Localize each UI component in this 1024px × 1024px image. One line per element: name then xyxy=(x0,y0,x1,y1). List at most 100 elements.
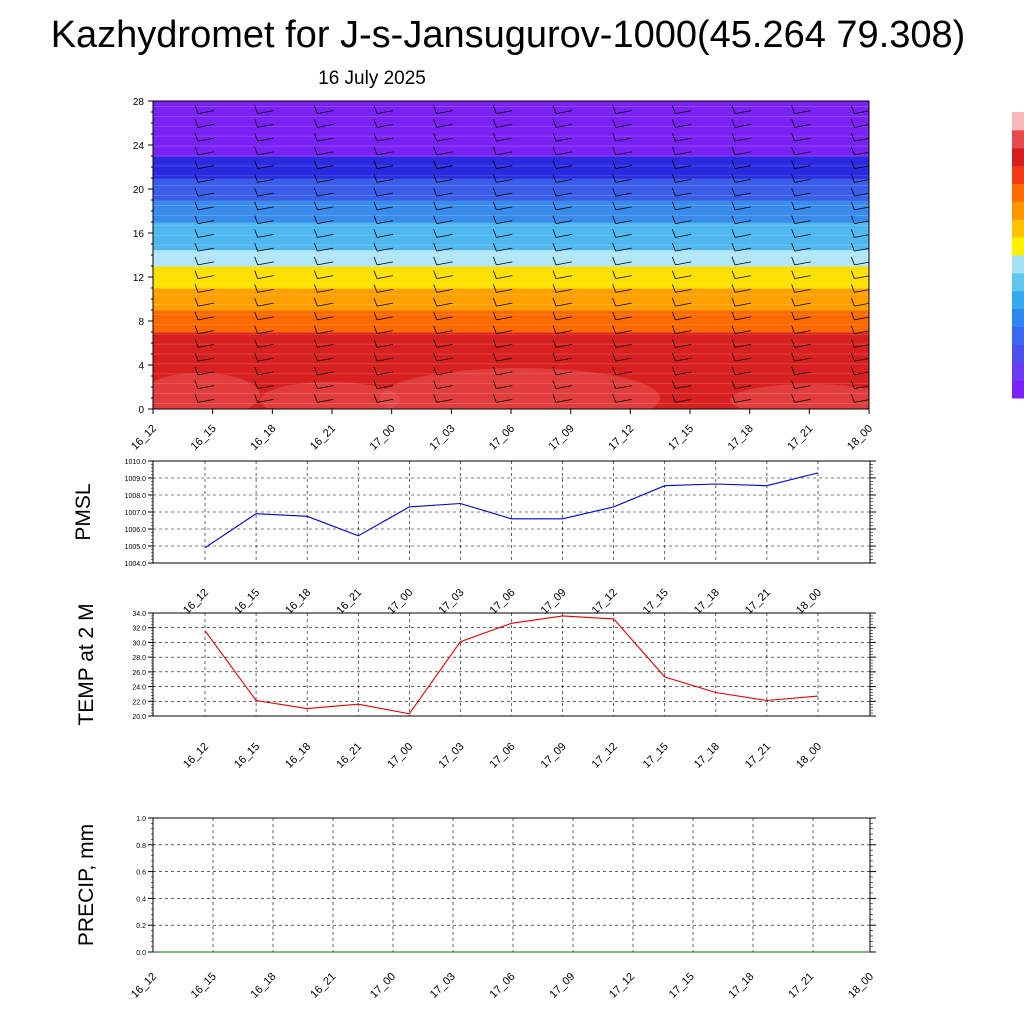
wind-barb xyxy=(376,357,394,362)
wind-barb xyxy=(555,124,573,128)
colorbar-swatch xyxy=(1012,272,1024,292)
wind-barb xyxy=(914,166,930,169)
wind-barb xyxy=(197,357,215,362)
wind-barb xyxy=(854,302,869,307)
wind-barb xyxy=(794,110,811,115)
x-tick-label: 17_18 xyxy=(726,423,756,453)
wind-barb-flag xyxy=(313,366,318,376)
wind-barb-flag xyxy=(194,380,199,389)
wind-barb-flag xyxy=(911,161,914,169)
wind-barb-flag xyxy=(433,215,438,224)
wind-barb xyxy=(854,220,869,225)
wind-barb xyxy=(854,371,869,376)
wind-barb xyxy=(675,357,692,362)
wind-barb-flag xyxy=(850,160,855,169)
x-tick-label: 17_06 xyxy=(487,423,517,453)
wind-barb-flag xyxy=(671,270,676,279)
x-tick-label: 16_18 xyxy=(248,423,278,453)
wind-barb xyxy=(197,206,215,211)
wind-barb xyxy=(675,206,692,211)
colorbar-swatch xyxy=(1012,380,1024,399)
wind-barb xyxy=(794,357,811,362)
wind-barb xyxy=(257,137,274,142)
x-tick-label: 17_12 xyxy=(590,741,620,771)
wind-barb-flag xyxy=(373,188,378,197)
wind-barb xyxy=(794,316,811,321)
wind-barb-flag xyxy=(731,160,736,169)
wind-barb xyxy=(615,330,632,335)
wind-barb-flag xyxy=(671,298,676,307)
wind-barb-flag xyxy=(791,146,796,156)
wind-barb-flag xyxy=(194,119,199,128)
wind-barb xyxy=(317,357,334,362)
wind-barb xyxy=(376,220,394,225)
heatmap-band xyxy=(153,222,869,251)
wind-barb xyxy=(675,261,692,266)
wind-barb xyxy=(197,220,215,225)
wind-barb-flag xyxy=(671,353,676,362)
wind-barb-flag xyxy=(373,339,378,348)
wind-barb xyxy=(317,275,334,280)
wind-barb xyxy=(197,289,215,293)
y-tick-label: 0.2 xyxy=(136,923,146,930)
wind-barb xyxy=(794,289,811,293)
wind-barb-flag xyxy=(911,202,914,210)
wind-barb xyxy=(257,385,274,390)
wind-barb-flag xyxy=(552,243,557,252)
wind-barb xyxy=(555,330,573,335)
wind-barb xyxy=(376,165,394,170)
wind-barb-flag xyxy=(731,188,736,197)
wind-barb xyxy=(257,165,274,170)
wind-barb-flag xyxy=(254,366,259,376)
wind-barb-flag xyxy=(552,270,557,279)
x-tick-label: 16_12 xyxy=(181,587,211,617)
colorbar-swatch xyxy=(1012,147,1024,167)
wind-barb-flag xyxy=(313,284,318,293)
x-tick-label: 17_09 xyxy=(547,971,577,1001)
wind-barb xyxy=(555,357,573,362)
wind-barb-flag xyxy=(791,270,796,279)
wind-barb xyxy=(317,344,334,348)
wind-barb xyxy=(436,302,453,307)
colorbar-swatch xyxy=(1012,165,1024,185)
wind-barb xyxy=(854,192,869,197)
x-tick-label: 17_15 xyxy=(666,423,696,453)
colorbar-swatch xyxy=(1012,201,1024,220)
wind-barb xyxy=(376,234,394,238)
wind-barb xyxy=(257,234,274,238)
wind-barb xyxy=(376,302,394,307)
x-tick-label: 17_00 xyxy=(385,587,415,617)
wind-barb-flag xyxy=(671,105,676,114)
wind-barb xyxy=(675,151,692,156)
wind-barb xyxy=(675,289,692,293)
wind-barb-flag xyxy=(194,353,199,362)
wind-barb-flag xyxy=(552,394,557,403)
wind-barb xyxy=(615,357,632,362)
wind-barb-flag xyxy=(850,394,855,403)
y-tick-label: 0.8 xyxy=(136,843,146,850)
wind-barb-flag xyxy=(850,105,855,114)
wind-barb-flag xyxy=(671,160,676,169)
y-tick-label: 16 xyxy=(133,229,145,240)
wind-barb-flag xyxy=(552,353,557,362)
wind-barb-flag xyxy=(552,188,557,197)
wind-barb-flag xyxy=(492,353,497,362)
wind-barb xyxy=(734,124,752,128)
wind-barb xyxy=(197,261,215,266)
wind-barb xyxy=(734,110,752,115)
wind-barb-flag xyxy=(911,312,914,320)
wind-barb xyxy=(197,302,215,307)
wind-barb-flag xyxy=(313,105,318,114)
wind-barb xyxy=(496,302,513,307)
wind-barb xyxy=(854,261,869,266)
wind-barb xyxy=(376,137,394,142)
wind-barb xyxy=(376,330,394,335)
wind-barb xyxy=(197,151,215,156)
wind-barb xyxy=(496,110,513,115)
wind-barb xyxy=(615,371,632,376)
wind-barb-flag xyxy=(313,325,318,334)
x-tick-label: 17_12 xyxy=(590,587,620,617)
wind-barb xyxy=(914,179,930,182)
heatmap-band xyxy=(153,288,869,311)
wind-barb-flag xyxy=(254,215,259,224)
